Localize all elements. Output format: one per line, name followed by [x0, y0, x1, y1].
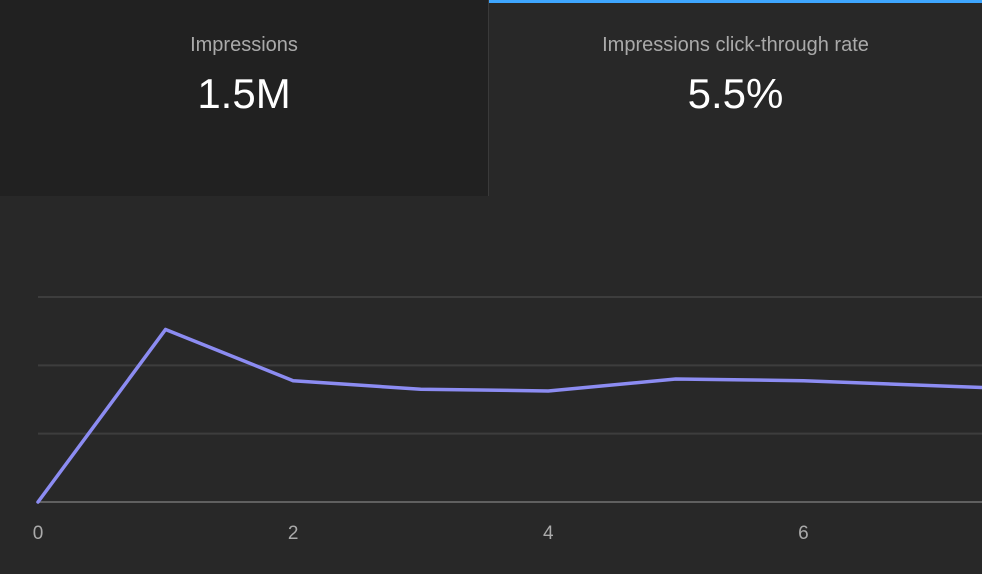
tab-impressions[interactable]: Impressions 1.5M [0, 0, 489, 196]
tab-impressions-ctr-label: Impressions click-through rate [602, 34, 869, 56]
metric-tabs: Impressions 1.5M Impressions click-throu… [0, 0, 982, 196]
x-tick-label-2: 2 [288, 523, 299, 544]
grid-layer [38, 296, 982, 435]
tab-impressions-label: Impressions [190, 34, 298, 56]
tab-impressions-ctr-value: 5.5% [687, 70, 784, 117]
line-chart: 0 2 4 6 [0, 196, 982, 574]
x-tick-label-6: 6 [798, 523, 809, 544]
tab-impressions-value: 1.5M [197, 70, 291, 117]
x-tick-labels: 0 2 4 6 [33, 523, 809, 544]
x-tick-label-4: 4 [543, 523, 554, 544]
tab-impressions-ctr[interactable]: Impressions click-through rate 5.5% [489, 0, 982, 196]
series-line-0 [36, 327, 982, 504]
x-tick-label-0: 0 [33, 523, 44, 544]
line-chart-svg: 0 2 4 6 [33, 296, 982, 544]
series-layer [36, 327, 982, 504]
